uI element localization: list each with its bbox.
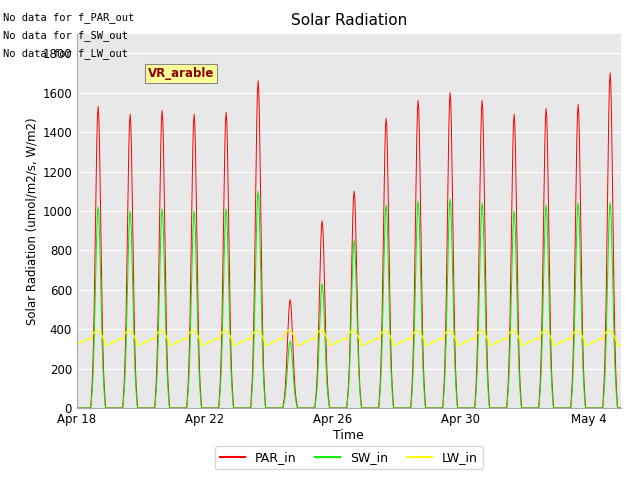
Y-axis label: Solar Radiation (umol/m2/s, W/m2): Solar Radiation (umol/m2/s, W/m2) — [25, 117, 38, 324]
Legend: PAR_in, SW_in, LW_in: PAR_in, SW_in, LW_in — [215, 446, 483, 469]
Text: VR_arable: VR_arable — [147, 67, 214, 80]
Text: No data for f_LW_out: No data for f_LW_out — [3, 48, 128, 60]
Text: No data for f_PAR_out: No data for f_PAR_out — [3, 12, 134, 23]
Title: Solar Radiation: Solar Radiation — [291, 13, 407, 28]
X-axis label: Time: Time — [333, 429, 364, 442]
Text: No data for f_SW_out: No data for f_SW_out — [3, 30, 128, 41]
